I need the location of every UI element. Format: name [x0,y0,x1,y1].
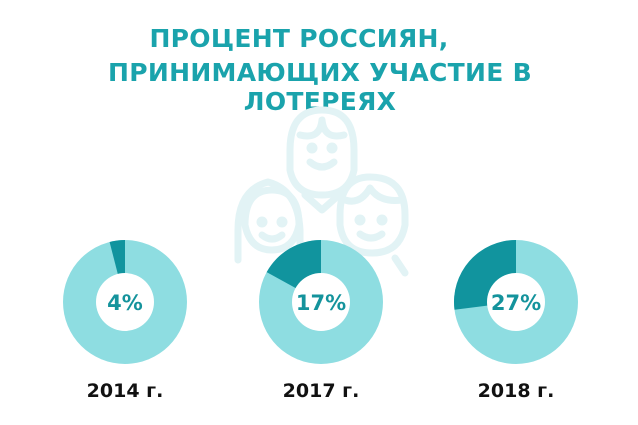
title-line-2: ПРИНИМАЮЩИХ УЧАСТИЕ В ЛОТЕРЕЯХ [108,58,532,116]
title-line-1: ПРОЦЕНТ РОССИЯН, [149,24,449,53]
donut-hole-1 [292,273,350,331]
category-label-2: 2018 г. [478,380,555,402]
data-label-2: 27% [491,291,541,315]
data-label-1: 17% [296,291,346,315]
data-label-0: 4% [107,291,143,315]
donut-hole-2 [487,273,545,331]
category-label-0: 2014 г. [87,380,164,402]
donut-hole-0 [96,273,154,331]
category-label-1: 2017 г. [283,380,360,402]
